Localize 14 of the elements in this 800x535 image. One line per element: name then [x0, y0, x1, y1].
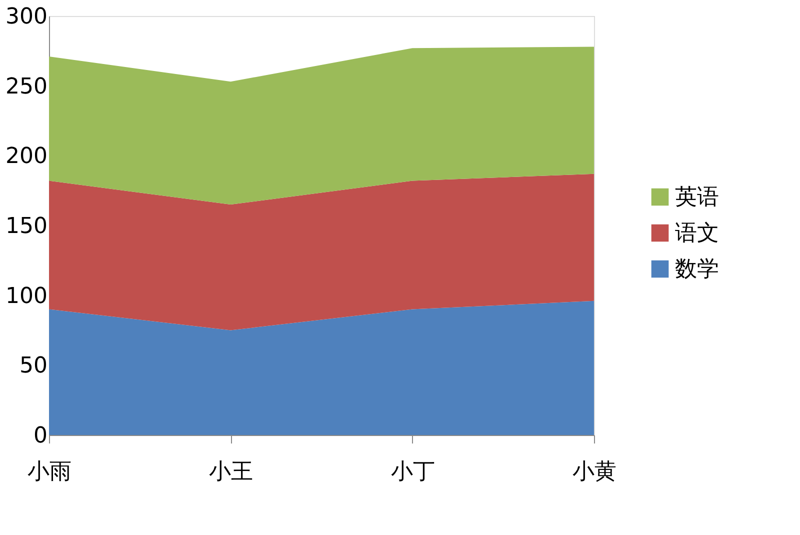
y-tick-label: 0 — [34, 424, 48, 448]
y-tick-label: 150 — [6, 214, 48, 239]
legend-label: 语文 — [675, 221, 719, 246]
x-tick-label: 小丁 — [390, 460, 435, 484]
x-tick-label: 小雨 — [28, 460, 72, 484]
x-tick-label: 小王 — [209, 460, 254, 484]
x-tick-label: 小黄 — [572, 460, 616, 484]
y-tick-label: 250 — [6, 74, 48, 100]
legend-label: 英语 — [675, 185, 719, 210]
y-tick-label: 300 — [6, 4, 48, 30]
legend-label: 数学 — [675, 257, 719, 282]
y-tick-label: 200 — [6, 144, 48, 170]
y-tick-label: 50 — [20, 354, 48, 379]
y-tick-label: 100 — [6, 284, 48, 309]
